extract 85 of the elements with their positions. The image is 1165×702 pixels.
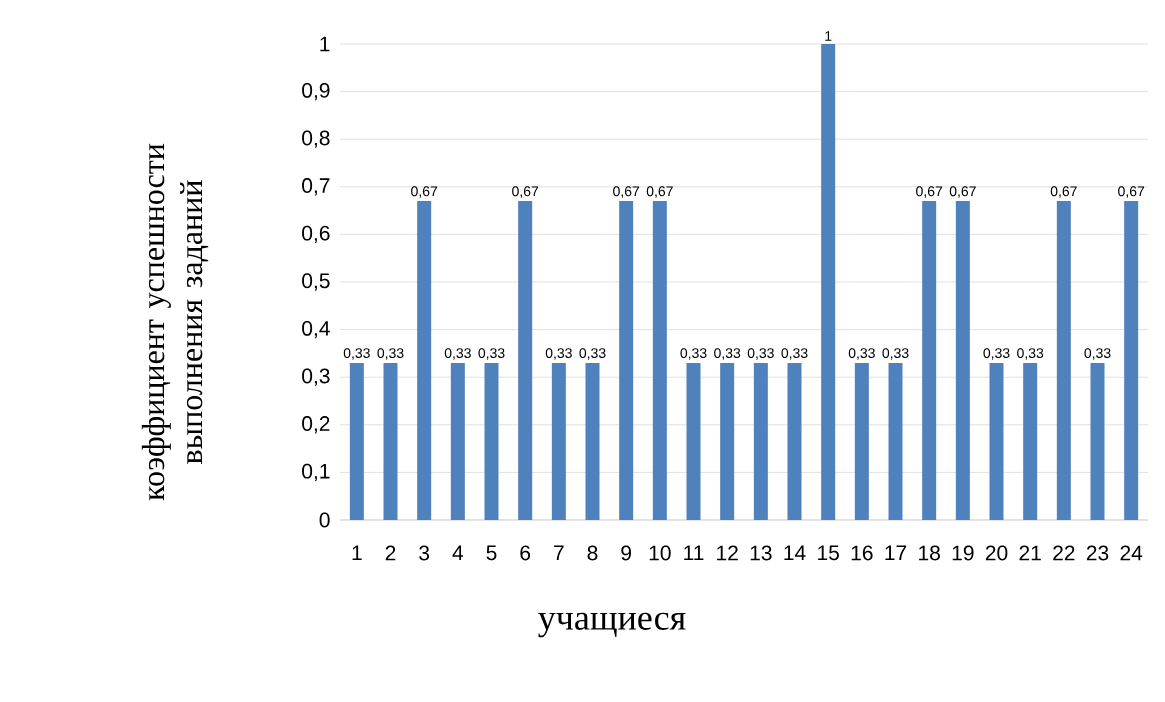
x-tick-label: 3 [419, 545, 430, 561]
bar [1124, 201, 1139, 520]
x-tick-label: 24 [1120, 545, 1143, 561]
data-label: 0,33 [579, 348, 606, 360]
bar [1090, 362, 1105, 520]
data-label: 0,67 [646, 186, 673, 198]
x-tick-label: 11 [684, 545, 704, 560]
x-tick-label: 14 [784, 545, 806, 560]
data-label: 0,33 [983, 348, 1010, 360]
data-label: 0,33 [1017, 348, 1044, 360]
data-label: 0,33 [882, 348, 909, 360]
data-label: 0,33 [848, 348, 875, 360]
data-label: 1 [825, 31, 832, 41]
x-tick-label: 9 [621, 545, 632, 561]
x-tick-label: 19 [952, 545, 974, 561]
data-label: 0,67 [1050, 186, 1077, 198]
bar [484, 362, 499, 520]
x-tick-label: 4 [452, 545, 464, 560]
data-label: 0,67 [949, 186, 976, 198]
data-label: 0,33 [343, 348, 370, 360]
bar [349, 362, 364, 520]
y-tick-label: 0,5 [302, 273, 330, 291]
bar [854, 362, 869, 520]
x-tick-label: 18 [919, 545, 940, 561]
y-tick-label: 0,6 [302, 225, 330, 244]
x-tick-label: 2 [385, 545, 396, 561]
y-tick-label: 0,4 [302, 320, 330, 339]
x-tick-label: 20 [985, 545, 1008, 561]
x-tick-label: 16 [851, 545, 873, 561]
y-axis-title: коэффициент успешности выполнения заданий [141, 143, 209, 501]
bar [551, 362, 566, 520]
data-label: 0,67 [1118, 186, 1145, 198]
data-label: 0,33 [747, 348, 774, 360]
y-tick-label: 0,1 [302, 463, 330, 482]
bar [720, 362, 735, 520]
bar [1056, 201, 1071, 520]
bar [1023, 362, 1038, 520]
x-axis-title: учащиеся [538, 612, 686, 638]
x-tick-label: 6 [520, 545, 531, 561]
data-label: 0,33 [545, 348, 572, 360]
data-label: 0,33 [444, 348, 471, 360]
y-tick-label: 0,7 [302, 178, 330, 196]
x-tick-label: 7 [554, 545, 564, 560]
x-tick-label: 12 [717, 545, 738, 561]
data-label: 0,67 [411, 186, 438, 198]
data-label: 0,33 [680, 348, 707, 360]
y-tick-label: 0,3 [302, 368, 330, 386]
data-label: 0,33 [781, 348, 808, 360]
bar [787, 362, 802, 520]
data-label: 0,33 [478, 348, 505, 360]
bar [686, 362, 701, 520]
data-label: 0,33 [1084, 348, 1111, 360]
bar [753, 362, 768, 520]
y-tick-label: 0,2 [302, 416, 330, 434]
bar [383, 362, 398, 520]
data-label: 0,67 [613, 186, 640, 198]
y-tick-label: 0 [319, 512, 330, 528]
x-tick-label: 5 [486, 545, 497, 561]
bar [417, 201, 432, 520]
bar [922, 201, 937, 520]
x-tick-label: 21 [1019, 545, 1041, 561]
y-tick-label: 0,8 [302, 130, 330, 148]
bar [989, 362, 1004, 520]
bar [652, 201, 667, 520]
bar [888, 362, 903, 520]
x-tick-label: 8 [587, 545, 598, 561]
data-label: 0,33 [714, 348, 741, 360]
x-tick-label: 22 [1053, 545, 1075, 561]
data-label: 0,33 [377, 348, 404, 360]
y-tick-label: 1 [320, 36, 330, 52]
bar [585, 362, 600, 520]
bar [821, 44, 836, 520]
data-label: 0,67 [916, 186, 943, 198]
x-tick-label: 13 [750, 545, 772, 561]
x-tick-label: 23 [1086, 545, 1109, 561]
x-tick-label: 1 [352, 545, 362, 560]
x-tick-label: 15 [818, 545, 839, 561]
bar [619, 201, 634, 520]
x-tick-label: 17 [885, 545, 907, 560]
bar [450, 362, 465, 520]
x-tick-label: 10 [649, 545, 671, 561]
y-tick-label: 0,9 [302, 82, 330, 101]
data-label: 0,67 [512, 186, 539, 198]
bar [955, 201, 970, 520]
bar [518, 201, 533, 520]
